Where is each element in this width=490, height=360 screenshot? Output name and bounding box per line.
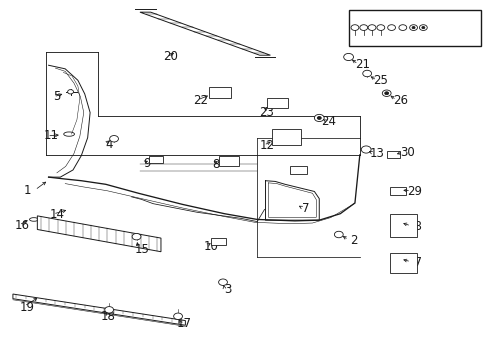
FancyBboxPatch shape: [149, 156, 163, 163]
Text: 28: 28: [408, 220, 422, 233]
FancyBboxPatch shape: [390, 187, 406, 195]
Text: 13: 13: [369, 147, 384, 160]
Ellipse shape: [29, 218, 38, 221]
Text: 23: 23: [260, 106, 274, 119]
Text: 4: 4: [105, 138, 113, 150]
Circle shape: [360, 25, 368, 31]
Circle shape: [318, 117, 321, 120]
FancyBboxPatch shape: [219, 156, 239, 166]
Circle shape: [363, 70, 371, 77]
Circle shape: [132, 233, 141, 240]
Circle shape: [422, 27, 425, 29]
Text: 25: 25: [373, 74, 388, 87]
Circle shape: [68, 90, 74, 94]
Text: 21: 21: [355, 58, 370, 71]
Text: 14: 14: [49, 208, 64, 221]
Circle shape: [399, 25, 407, 31]
Ellipse shape: [64, 132, 74, 136]
Circle shape: [110, 135, 119, 142]
Polygon shape: [37, 216, 161, 252]
Circle shape: [334, 231, 343, 238]
Circle shape: [377, 25, 385, 31]
Text: 16: 16: [14, 219, 29, 232]
Text: 27: 27: [408, 256, 422, 269]
Circle shape: [105, 307, 114, 313]
Bar: [348, 10, 482, 45]
Text: 15: 15: [135, 243, 150, 256]
Text: 30: 30: [400, 145, 415, 158]
Circle shape: [410, 25, 417, 31]
Text: 1: 1: [24, 184, 31, 197]
Text: 19: 19: [20, 301, 35, 314]
Text: 22: 22: [194, 94, 209, 107]
Text: 5: 5: [53, 90, 61, 103]
FancyBboxPatch shape: [290, 166, 307, 174]
Text: 20: 20: [163, 50, 178, 63]
Circle shape: [419, 25, 427, 31]
Text: 7: 7: [302, 202, 310, 215]
Circle shape: [368, 25, 376, 31]
Text: 3: 3: [224, 283, 232, 296]
FancyBboxPatch shape: [268, 98, 288, 108]
Text: 10: 10: [203, 240, 218, 253]
Circle shape: [385, 92, 389, 95]
Text: 29: 29: [408, 185, 422, 198]
FancyBboxPatch shape: [390, 214, 417, 237]
Text: 2: 2: [350, 234, 357, 247]
Text: 18: 18: [101, 310, 116, 323]
Circle shape: [219, 279, 227, 285]
FancyBboxPatch shape: [272, 129, 301, 145]
Circle shape: [351, 25, 359, 31]
Circle shape: [173, 313, 182, 319]
Text: 9: 9: [144, 157, 151, 170]
Text: 12: 12: [260, 139, 274, 152]
Text: 24: 24: [321, 115, 337, 128]
Circle shape: [412, 27, 415, 29]
Text: 8: 8: [212, 158, 220, 171]
Text: 26: 26: [393, 94, 408, 107]
Circle shape: [361, 146, 371, 153]
Text: 17: 17: [176, 317, 192, 330]
Text: 6: 6: [425, 32, 433, 46]
FancyBboxPatch shape: [209, 87, 231, 98]
Polygon shape: [13, 294, 185, 325]
Circle shape: [382, 90, 391, 96]
FancyBboxPatch shape: [387, 151, 400, 158]
Circle shape: [388, 25, 395, 31]
FancyBboxPatch shape: [390, 253, 417, 273]
Circle shape: [343, 53, 353, 60]
FancyBboxPatch shape: [211, 238, 226, 245]
Text: 11: 11: [44, 129, 58, 143]
Polygon shape: [140, 12, 270, 55]
Circle shape: [315, 114, 324, 122]
